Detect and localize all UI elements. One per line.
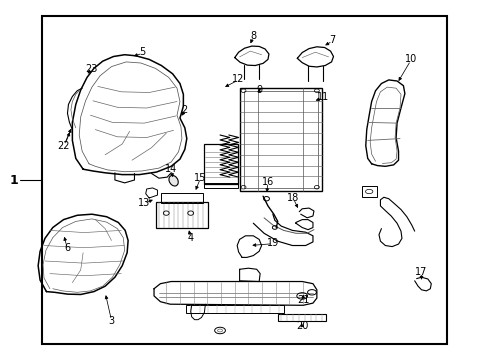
Text: 9: 9 (256, 85, 262, 95)
Bar (204, 144, 237, 184)
Ellipse shape (168, 175, 178, 186)
Bar (155, 202, 208, 228)
Bar (41, 16, 447, 344)
Text: 21: 21 (296, 294, 309, 305)
Bar (185, 305, 283, 313)
Bar (277, 314, 325, 321)
Text: 6: 6 (64, 243, 70, 253)
Text: 2: 2 (182, 105, 187, 115)
Text: 3: 3 (108, 316, 114, 326)
Text: 1: 1 (9, 174, 18, 186)
Text: 19: 19 (266, 238, 279, 248)
Text: 13: 13 (138, 198, 150, 208)
Text: 4: 4 (187, 233, 193, 243)
Text: 18: 18 (286, 193, 299, 203)
Bar (204, 183, 237, 188)
Text: 22: 22 (57, 141, 70, 151)
Text: 8: 8 (250, 31, 256, 41)
Bar (243, 91, 317, 188)
Text: 7: 7 (329, 35, 335, 45)
Bar (361, 186, 376, 197)
Text: 10: 10 (404, 54, 416, 64)
Text: 5: 5 (140, 47, 145, 57)
Text: 12: 12 (232, 74, 244, 84)
Text: 16: 16 (261, 177, 274, 187)
Text: 15: 15 (194, 173, 206, 183)
Bar (239, 88, 321, 191)
Text: 23: 23 (85, 64, 98, 74)
Text: 14: 14 (164, 164, 177, 174)
Text: 11: 11 (316, 92, 328, 102)
Text: 17: 17 (414, 267, 427, 277)
Text: 20: 20 (295, 321, 308, 331)
Bar (161, 193, 203, 203)
